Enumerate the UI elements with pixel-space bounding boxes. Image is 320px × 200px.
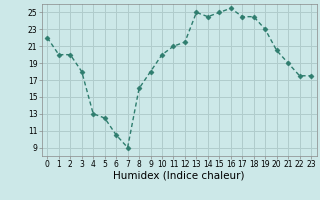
X-axis label: Humidex (Indice chaleur): Humidex (Indice chaleur) [114,171,245,181]
